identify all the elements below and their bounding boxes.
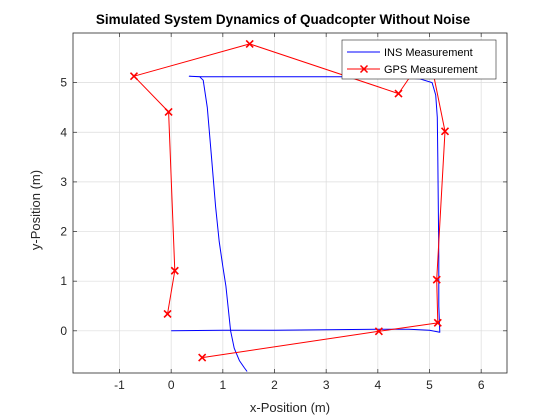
legend-box (341, 39, 497, 80)
x-tick-label: 0 (168, 378, 175, 392)
y-tick-label: 4 (60, 125, 67, 139)
plot-area: -1 0 1 2 3 4 5 6 0 1 2 3 4 5 (60, 32, 508, 392)
axes-background (73, 33, 507, 373)
x-tick-label: -1 (114, 378, 125, 392)
axes-box (72, 32, 508, 374)
x-tick-label: 3 (323, 378, 330, 392)
x-tick-label: 1 (219, 378, 226, 392)
gps-point-marker (198, 353, 207, 362)
legend: INS Measurement GPS Measurement (341, 39, 497, 80)
gps-point-marker (394, 89, 403, 98)
legend-label-gps: GPS Measurement (384, 64, 478, 76)
y-tick-label: 5 (60, 76, 67, 90)
y-tick-label: 3 (60, 175, 67, 189)
y-tick-label: 2 (60, 225, 67, 239)
gps-point-marker (432, 275, 441, 284)
gps-point-marker (433, 318, 442, 327)
legend-label-ins: INS Measurement (384, 47, 473, 59)
gps-point-marker (170, 266, 179, 275)
y-tick-label: 1 (60, 274, 67, 288)
x-tick-label: 6 (478, 378, 485, 392)
y-axis-label: y-Position (m) (28, 170, 43, 250)
gps-point-marker (440, 127, 450, 136)
gps-point-marker (374, 327, 383, 336)
x-tick-label: 4 (374, 378, 381, 392)
x-axis-label: x-Position (m) (250, 400, 330, 415)
x-tick-label: 5 (426, 378, 433, 392)
series-layer (129, 39, 450, 372)
ticks: -1 0 1 2 3 4 5 6 0 1 2 3 4 5 (60, 33, 507, 392)
gps-point-marker (163, 309, 172, 318)
x-tick-label: 2 (271, 378, 278, 392)
chart-title: Simulated System Dynamics of Quadcopter … (96, 12, 471, 27)
gps-point-marker (129, 72, 139, 81)
series-line-ins (171, 75, 441, 372)
gps-point-marker (164, 107, 173, 116)
legend-marker-gps (359, 64, 369, 74)
gps-point-marker (245, 39, 254, 48)
y-tick-label: 0 (60, 324, 67, 338)
